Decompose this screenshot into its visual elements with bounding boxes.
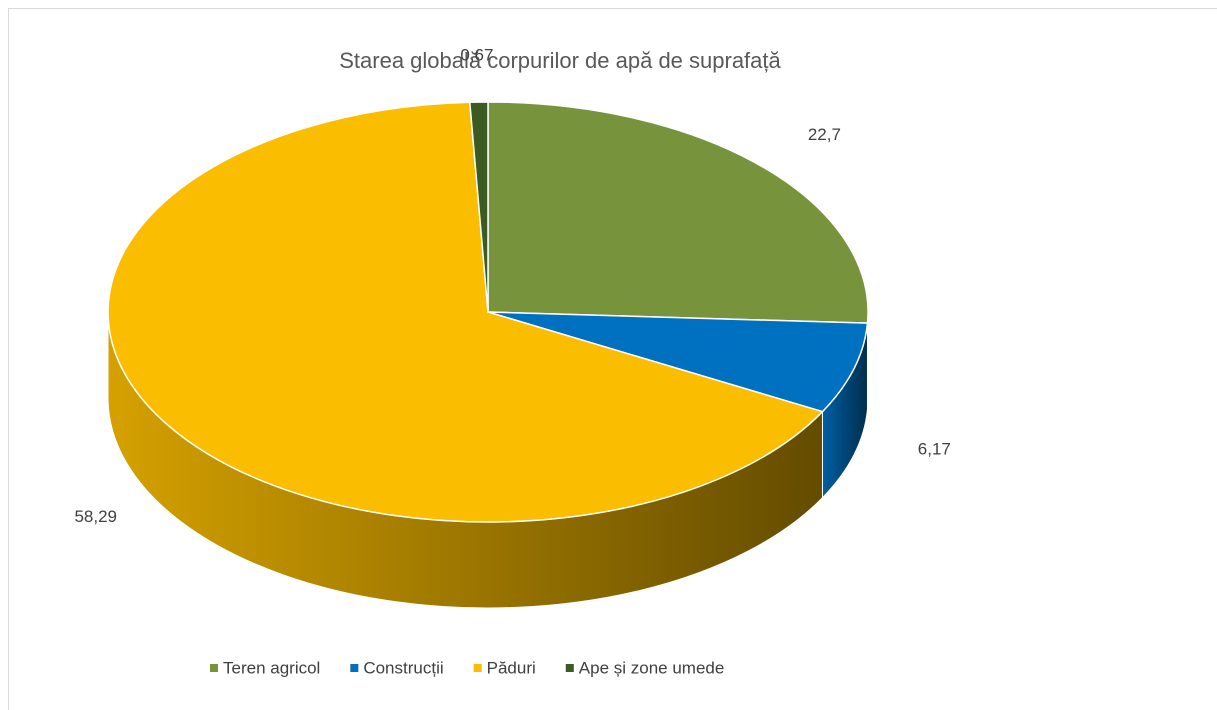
- legend-label: Teren agricol: [223, 658, 320, 677]
- legend-swatch: [210, 664, 218, 672]
- data-label: 6,17: [918, 440, 951, 459]
- legend-swatch: [565, 664, 574, 672]
- chart-border: [8, 8, 1217, 710]
- legend-swatch: [350, 664, 359, 672]
- legend-label: Păduri: [487, 658, 536, 677]
- legend-label: Construcții: [363, 658, 443, 677]
- pie-slice: [487, 101, 869, 324]
- pie-slice: [487, 311, 869, 413]
- pie-slice: [468, 101, 489, 313]
- data-label: 58,29: [74, 507, 117, 526]
- legend-label: Ape și zone umede: [579, 658, 725, 677]
- data-label: 0,67: [460, 45, 493, 64]
- legend-swatch: [473, 664, 482, 672]
- chart-title: Starea globală corpurilor de apă de supr…: [339, 48, 781, 73]
- data-label: 22,7: [808, 125, 841, 144]
- pie-slice: [107, 101, 824, 523]
